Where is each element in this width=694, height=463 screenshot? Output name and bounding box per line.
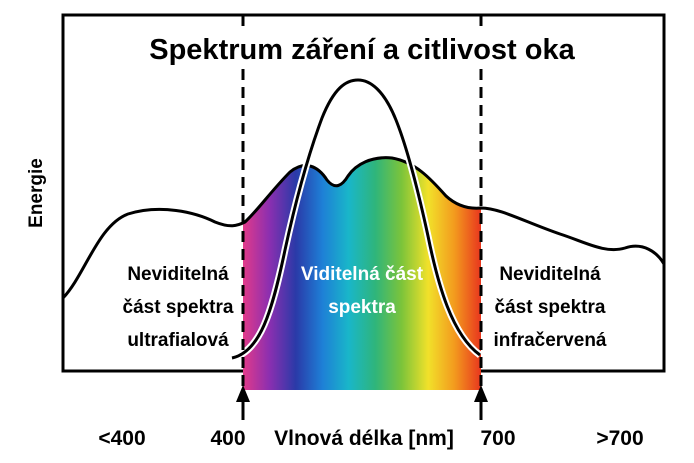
- region-label-uv-line2: část spektra: [123, 297, 234, 318]
- x-tick-label: >700: [596, 427, 643, 450]
- chart-title: Spektrum záření a citlivost oka: [149, 34, 575, 66]
- x-tick-label: 700: [480, 427, 515, 450]
- region-label-ir-line3: infračervená: [493, 330, 606, 351]
- visible-spectrum-area: [243, 157, 481, 390]
- region-label-uv-line1: Neviditelná: [127, 264, 229, 285]
- x-axis-label: Vlnová délka [nm]: [274, 427, 454, 450]
- y-axis-label: Energie: [26, 158, 47, 228]
- radiation-curve: [61, 156, 666, 300]
- eye-sensitivity-curve: [231, 78, 481, 360]
- x-tick-label: <400: [98, 427, 145, 450]
- region-label-ir-line1: Neviditelná: [499, 264, 601, 285]
- title-backdrop: [150, 27, 574, 69]
- region-label-visible-line1: Viditelná část: [301, 264, 424, 285]
- x-tick-label: 400: [210, 427, 245, 450]
- arrow-up-icon: [474, 385, 488, 402]
- region-label-ir-line2: část spektra: [495, 297, 606, 318]
- region-label-uv-line3: ultrafialová: [127, 330, 229, 351]
- region-label-visible-line2: spektra: [328, 297, 396, 318]
- arrow-up-icon: [236, 385, 250, 402]
